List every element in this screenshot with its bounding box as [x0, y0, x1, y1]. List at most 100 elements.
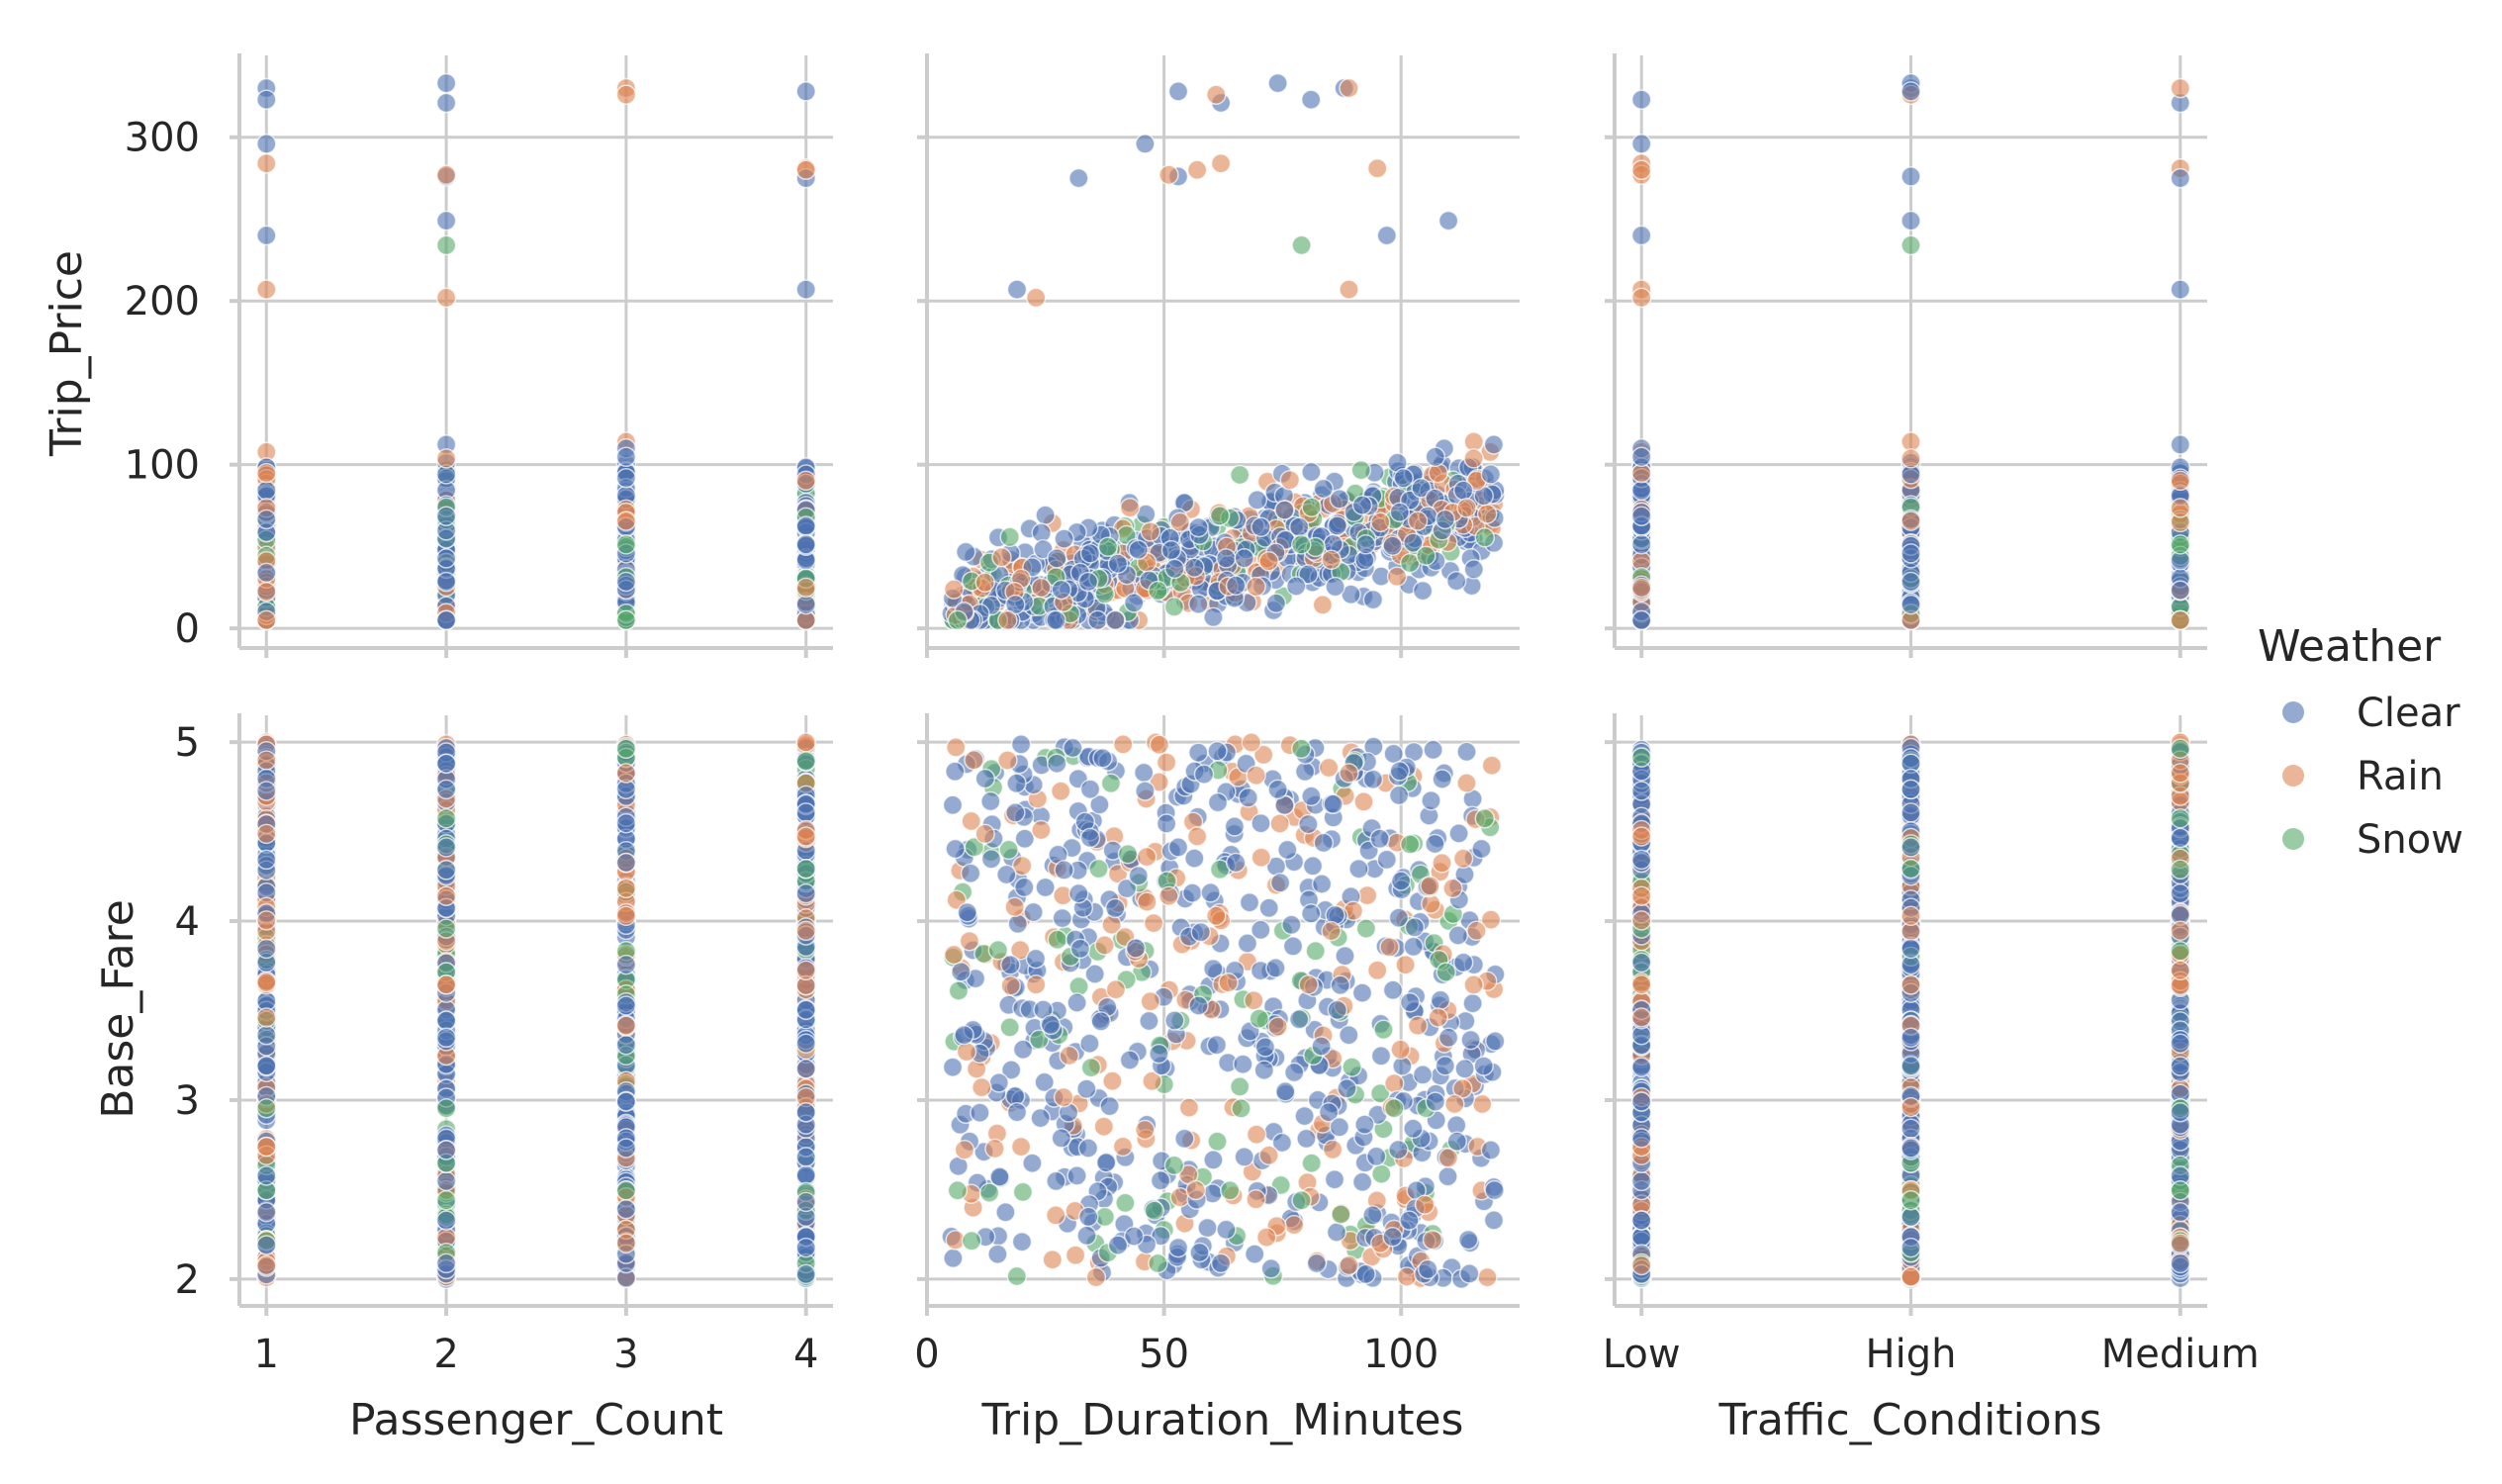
scatter-point-clear	[995, 1202, 1016, 1223]
scatter-point-rain	[256, 462, 277, 484]
scatter-point-clear	[1160, 539, 1182, 561]
scatter-point-clear	[974, 768, 996, 789]
scatter-point-clear	[1370, 1046, 1392, 1067]
scatter-point-rain	[2170, 498, 2191, 518]
scatter-point-clear	[1403, 1118, 1424, 1140]
scatter-point-clear	[1337, 1078, 1357, 1099]
scatter-point-rain	[974, 572, 995, 594]
scatter-point-clear	[435, 571, 457, 593]
scatter-point-snow	[1342, 1057, 1362, 1077]
scatter-point-rain	[256, 1254, 277, 1276]
scatter-point-clear	[1007, 913, 1029, 935]
scatter-point-clear	[1630, 446, 1652, 468]
scatter-point-rain	[1456, 498, 1477, 518]
scatter-point-clear	[795, 594, 816, 615]
scatter-point-rain	[1267, 1016, 1288, 1037]
scatter-point-clear	[435, 72, 457, 94]
scatter-point-clear	[987, 1244, 1008, 1264]
scatter-point-snow	[1229, 464, 1251, 486]
scatter-point-clear	[1382, 979, 1404, 1001]
scatter-point-clear	[1254, 1037, 1276, 1058]
scatter-point-clear	[435, 548, 457, 569]
scatter-point-clear	[1412, 580, 1434, 602]
scatter-point-clear	[435, 506, 457, 526]
scatter-point-clear	[1251, 812, 1271, 834]
scatter-point-clear	[1237, 933, 1258, 954]
scatter-point-rain	[2170, 77, 2191, 99]
scatter-point-clear	[1181, 882, 1203, 903]
scatter-point-rain	[256, 152, 277, 174]
scatter-point-rain	[1010, 1136, 1032, 1158]
scatter-point-clear	[256, 89, 277, 110]
scatter-point-clear	[1288, 516, 1310, 537]
scatter-point-rain	[1407, 1015, 1429, 1036]
scatter-point-rain	[1140, 991, 1161, 1012]
scatter-point-rain	[943, 944, 965, 966]
scatter-point-clear	[1054, 528, 1074, 549]
scatter-point-clear	[945, 838, 966, 860]
scatter-point-clear	[1079, 1033, 1100, 1054]
scatter-point-clear	[1167, 81, 1189, 102]
scatter-point-clear	[1362, 589, 1384, 610]
scatter-point-rain	[1321, 549, 1342, 571]
scatter-point-clear	[1382, 1226, 1403, 1248]
scatter-point-rain	[1246, 765, 1266, 786]
scatter-point-clear	[1047, 753, 1067, 774]
scatter-point-rain	[1149, 734, 1170, 756]
scatter-point-clear	[795, 1101, 816, 1123]
scatter-point-rain	[1428, 1007, 1448, 1028]
scatter-point-clear	[996, 864, 1017, 885]
scatter-point-snow	[435, 918, 457, 939]
scatter-point-snow	[435, 234, 457, 256]
scatter-point-rain	[959, 930, 980, 952]
scatter-point-rain	[1466, 920, 1487, 942]
scatter-point-clear	[1483, 1210, 1505, 1231]
scatter-point-rain	[435, 448, 457, 469]
scatter-point-rain	[1053, 1086, 1074, 1108]
scatter-point-clear	[1203, 606, 1224, 628]
scatter-point-clear	[1193, 764, 1215, 785]
scatter-point-clear	[1437, 1165, 1458, 1187]
scatter-point-clear	[1348, 858, 1369, 880]
scatter-point-snow	[435, 808, 457, 829]
panel-Base_Fare-vs-Traffic_Conditions: Low High Medium	[1603, 713, 2260, 1377]
scatter-point-clear	[435, 92, 457, 114]
x-tick-label: 50	[1139, 1332, 1189, 1377]
scatter-point-clear	[1244, 1244, 1265, 1264]
scatter-point-clear	[1298, 813, 1319, 835]
panel-Trip_Price-vs-Trip_Duration_Minutes	[917, 53, 1520, 658]
panel-Base_Fare-vs-Trip_Duration_Minutes: 0 50 100	[914, 713, 1520, 1377]
x-tick-label: 100	[1363, 1332, 1438, 1377]
scatter-point-rain	[615, 510, 637, 531]
scatter-point-rain	[795, 159, 816, 181]
scatter-point-clear	[795, 1147, 816, 1167]
scatter-point-clear	[1630, 134, 1652, 154]
scatter-point-clear	[1051, 1128, 1072, 1149]
scatter-point-rain	[615, 905, 637, 927]
scatter-point-rain	[1137, 891, 1158, 912]
scatter-point-clear	[1355, 1263, 1376, 1285]
scatter-point-rain	[795, 732, 816, 753]
scatter-point-clear	[1485, 1031, 1506, 1052]
scatter-point-clear	[1369, 828, 1390, 850]
scatter-point-clear	[1630, 89, 1652, 110]
scatter-point-clear	[1425, 1091, 1446, 1112]
scatter-point-rain	[1119, 497, 1141, 518]
scatter-point-rain	[1206, 84, 1227, 105]
y-tick-label: 5	[175, 720, 200, 766]
scatter-point-snow	[1117, 843, 1139, 865]
scatter-point-clear	[1006, 773, 1027, 794]
scatter-point-clear	[960, 863, 981, 883]
scatter-point-rain	[1339, 279, 1359, 300]
scatter-point-rain	[256, 910, 277, 931]
scatter-point-clear	[1285, 576, 1307, 597]
scatter-point-clear	[1239, 891, 1260, 913]
scatter-point-clear	[1376, 225, 1398, 246]
scatter-point-clear	[615, 1138, 637, 1159]
scatter-point-rain	[1102, 1070, 1123, 1091]
scatter-point-clear	[795, 1059, 816, 1079]
scatter-point-rain	[1042, 1249, 1064, 1270]
x-tick-label: 4	[793, 1332, 818, 1377]
scatter-point-clear	[1900, 210, 1921, 232]
